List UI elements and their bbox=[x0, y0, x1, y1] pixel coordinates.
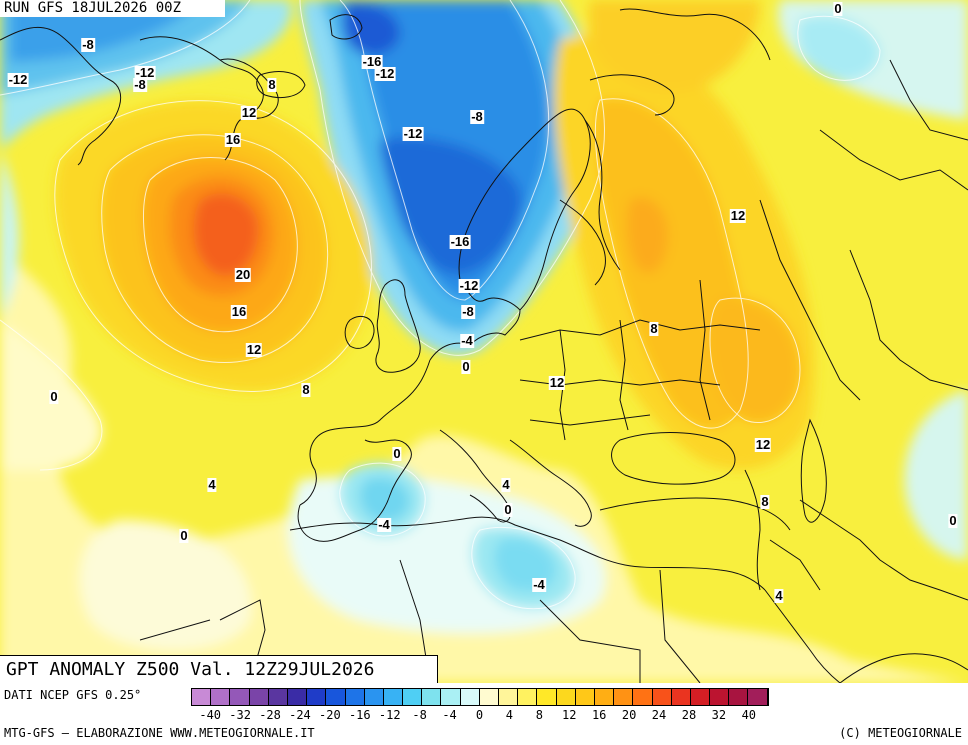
color-swatch bbox=[441, 689, 461, 705]
contour-label: 4 bbox=[207, 477, 217, 492]
contour-label: -4 bbox=[532, 577, 546, 592]
scale-tick-label: -32 bbox=[229, 708, 251, 722]
color-swatch bbox=[422, 689, 442, 705]
color-swatch bbox=[710, 689, 730, 705]
contour-label: 12 bbox=[729, 208, 747, 223]
contour-label: 16 bbox=[230, 304, 248, 319]
color-swatch bbox=[211, 689, 231, 705]
color-swatch bbox=[192, 689, 212, 705]
color-swatch bbox=[633, 689, 653, 705]
credit-right: (C) METEOGIORNALE bbox=[839, 726, 962, 740]
color-swatch bbox=[575, 689, 595, 705]
contour-label: -12 bbox=[402, 126, 424, 141]
color-swatch bbox=[479, 689, 499, 705]
contour-label: 12 bbox=[240, 105, 258, 120]
contour-label: 8 bbox=[267, 77, 277, 92]
scale-tick-label: -24 bbox=[289, 708, 311, 722]
contour-label: 0 bbox=[461, 359, 471, 374]
color-swatch bbox=[556, 689, 576, 705]
color-swatch bbox=[537, 689, 557, 705]
scale-tick-label: 0 bbox=[475, 708, 484, 722]
scale-tick-label: -8 bbox=[412, 708, 427, 722]
contour-label: 0 bbox=[392, 446, 402, 461]
color-swatch bbox=[230, 689, 250, 705]
contour-label: 0 bbox=[948, 513, 958, 528]
contour-label: 12 bbox=[754, 437, 772, 452]
color-swatch bbox=[287, 689, 308, 705]
contour-label: -8 bbox=[133, 77, 147, 92]
contour-label: 8 bbox=[760, 494, 770, 509]
scale-tick-label: 24 bbox=[651, 708, 667, 722]
contour-label: 16 bbox=[224, 132, 242, 147]
color-swatch bbox=[460, 689, 480, 705]
color-swatch bbox=[614, 689, 634, 705]
color-swatch bbox=[326, 689, 346, 705]
contour-label: -4 bbox=[377, 517, 391, 532]
scale-tick-label: -40 bbox=[199, 708, 222, 722]
color-swatch bbox=[671, 689, 691, 705]
scale-tick-label: 16 bbox=[591, 708, 607, 722]
contour-label: 0 bbox=[49, 389, 59, 404]
color-scale bbox=[191, 688, 769, 706]
color-swatch bbox=[518, 689, 538, 705]
color-swatch bbox=[345, 689, 365, 705]
contour-label: -16 bbox=[449, 234, 471, 249]
color-swatch bbox=[690, 689, 711, 705]
color-swatch bbox=[268, 689, 288, 705]
contour-label: 4 bbox=[774, 588, 784, 603]
contour-label: -8 bbox=[470, 109, 484, 124]
color-swatch bbox=[307, 689, 327, 705]
contour-label: -12 bbox=[134, 65, 156, 80]
contour-label: -8 bbox=[461, 304, 475, 319]
anomaly-map: RUN GFS 18JUL2026 00Z -8 -12 -12 -8 -16 … bbox=[0, 0, 968, 683]
scale-tick-label: -4 bbox=[442, 708, 457, 722]
color-swatch bbox=[383, 689, 404, 705]
contour-label: -12 bbox=[7, 72, 29, 87]
color-swatch bbox=[403, 689, 423, 705]
scale-tick-label: -20 bbox=[319, 708, 341, 722]
contour-label: 0 bbox=[179, 528, 189, 543]
scale-tick-label: 40 bbox=[741, 708, 757, 722]
color-swatch bbox=[594, 689, 615, 705]
scale-tick-label: 4 bbox=[505, 708, 514, 722]
color-swatch bbox=[249, 689, 269, 705]
scale-tick-label: -12 bbox=[378, 708, 401, 722]
contour-label: -8 bbox=[81, 37, 95, 52]
scale-tick-label: 28 bbox=[681, 708, 697, 722]
contour-label: -4 bbox=[460, 333, 474, 348]
color-swatch bbox=[729, 689, 749, 705]
scale-tick-label: 20 bbox=[621, 708, 637, 722]
run-label: RUN GFS 18JUL2026 00Z bbox=[0, 0, 226, 17]
color-swatch bbox=[499, 689, 519, 705]
contour-label: 8 bbox=[301, 382, 311, 397]
contour-label: -12 bbox=[458, 278, 480, 293]
contour-label: -16 bbox=[361, 54, 383, 69]
scale-tick-label: 12 bbox=[562, 708, 577, 722]
scale-tick-label: -28 bbox=[259, 708, 281, 722]
color-swatch bbox=[652, 689, 672, 705]
contour-label: 12 bbox=[548, 375, 566, 390]
scale-tick-label: 32 bbox=[711, 708, 727, 722]
contour-label: 0 bbox=[833, 1, 843, 16]
data-source-label: DATI NCEP GFS 0.25° bbox=[4, 688, 142, 702]
map-title: GPT ANOMALY Z500 Val. 12Z29JUL2026 bbox=[0, 655, 438, 683]
contour-label: 0 bbox=[503, 502, 513, 517]
legend-footer: DATI NCEP GFS 0.25° -40 -32 -28 -24 -20 -16 -1… bbox=[0, 683, 968, 745]
scale-tick-label: -16 bbox=[348, 708, 371, 722]
contour-label: 12 bbox=[245, 342, 263, 357]
contour-label: 8 bbox=[649, 321, 659, 336]
contour-label: 20 bbox=[234, 267, 252, 282]
contour-label: -12 bbox=[374, 66, 396, 81]
map-graphic bbox=[0, 0, 968, 683]
scale-tick-label: 8 bbox=[535, 708, 543, 722]
contour-label: 4 bbox=[501, 477, 511, 492]
color-swatch bbox=[364, 689, 384, 705]
color-scale-ticks: -40 -32 -28 -24 -20 -16 -12 -8 -4 0 4 8 12 16 20 24 28 32… bbox=[191, 708, 965, 722]
credit-left: MTG-GFS — ELABORAZIONE WWW.METEOGIORNALE… bbox=[4, 726, 315, 740]
color-swatch bbox=[748, 689, 768, 705]
